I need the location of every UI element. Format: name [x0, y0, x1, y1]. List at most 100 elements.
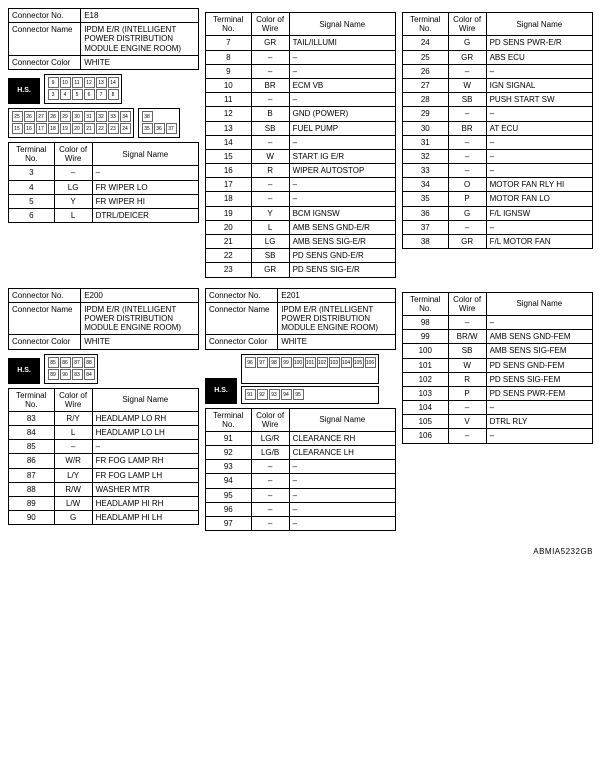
cell: 89: [9, 497, 55, 511]
cell: F/L IGNSW: [486, 206, 592, 220]
page: Connector No.E18 Connector NameIPDM E/R …: [8, 8, 593, 556]
table-row: 21LGAMB SENS SIG-E/R: [206, 235, 396, 249]
cell: W/R: [54, 454, 92, 468]
cell: R/Y: [54, 411, 92, 425]
cell: 20: [206, 220, 252, 234]
table-row: 6LDTRL/DEICER: [9, 208, 199, 222]
col-header: Terminal No.: [206, 13, 252, 36]
pin: 94: [281, 389, 292, 400]
pin: 16: [24, 123, 35, 134]
cell: –: [486, 429, 592, 443]
table-row: 13SBFUEL PUMP: [206, 121, 396, 135]
cell: BR: [448, 121, 486, 135]
cell: –: [448, 401, 486, 415]
e18-no: E18: [81, 9, 199, 23]
pin: [341, 369, 352, 380]
cell: 25: [403, 50, 449, 64]
pin: 25: [12, 111, 23, 122]
cell: G: [54, 511, 92, 525]
col-header: Signal Name: [486, 13, 592, 36]
cell: O: [448, 178, 486, 192]
cell: –: [448, 220, 486, 234]
cell: 92: [206, 446, 252, 460]
e18-block: Connector No.E18 Connector NameIPDM E/R …: [8, 8, 593, 278]
cell: LG/R: [251, 431, 289, 445]
cell: 105: [403, 415, 449, 429]
cell: 35: [403, 192, 449, 206]
cell: –: [251, 93, 289, 107]
table-row: 30BRAT ECU: [403, 121, 593, 135]
e201-pins-top: 96979899100101102103104105106: [241, 354, 379, 384]
cell: DTRL RLY: [486, 415, 592, 429]
table-row: 95––: [206, 488, 396, 502]
cell: 103: [403, 386, 449, 400]
table-row: 94––: [206, 474, 396, 488]
cell: PD SENS SIG-E/R: [289, 263, 395, 277]
cell: 31: [403, 135, 449, 149]
pin: [166, 111, 177, 122]
cell: 12: [206, 107, 252, 121]
cell: 100: [403, 344, 449, 358]
cell: W: [251, 149, 289, 163]
table-row: 106––: [403, 429, 593, 443]
cell: 26: [403, 64, 449, 78]
e200-color: WHITE: [81, 335, 199, 349]
e201-right-col: Terminal No.Color of WireSignal Name98––…: [402, 288, 593, 532]
table-row: 20LAMB SENS GND-E/R: [206, 220, 396, 234]
hs-icon: H.S.: [8, 78, 40, 104]
col-header: Terminal No.: [403, 292, 449, 315]
pin: 103: [329, 357, 340, 368]
pin: 15: [12, 123, 23, 134]
table-row: 18––: [206, 192, 396, 206]
cell: –: [92, 166, 198, 180]
e18-table-3: Terminal No.Color of WireSignal Name24GP…: [402, 12, 593, 249]
pin: 35: [142, 123, 153, 134]
table-row: 29––: [403, 107, 593, 121]
e18-pins-center: 2526272829303132333415161718192021222324: [8, 108, 134, 138]
pin: 87: [72, 357, 83, 368]
table-row: 27WIGN SIGNAL: [403, 78, 593, 92]
table-row: 101WPD SENS GND-FEM: [403, 358, 593, 372]
cell: –: [54, 166, 92, 180]
e201-no: E201: [278, 288, 396, 302]
pin: 24: [120, 123, 131, 134]
cell: 8: [206, 50, 252, 64]
pin: [365, 369, 376, 380]
cell: 30: [403, 121, 449, 135]
col-header: Terminal No.: [206, 408, 252, 431]
cell: 86: [9, 454, 55, 468]
cell: BR: [251, 78, 289, 92]
cell: 14: [206, 135, 252, 149]
table-row: 90GHEADLAMP HI LH: [9, 511, 199, 525]
cell: SB: [448, 344, 486, 358]
cell: 27: [403, 78, 449, 92]
pin: [281, 369, 292, 380]
pin: 104: [341, 357, 352, 368]
cell: –: [289, 192, 395, 206]
cell: HEADLAMP LO LH: [92, 426, 198, 440]
label-connector-color: Connector Color: [9, 335, 81, 349]
cell: CLEARANCE LH: [289, 446, 395, 460]
table-row: 103PPD SENS PWR-FEM: [403, 386, 593, 400]
cell: PUSH START SW: [486, 93, 592, 107]
table-row: 9––: [206, 64, 396, 78]
table-row: 99BR/WAMB SENS GND-FEM: [403, 330, 593, 344]
cell: B: [251, 107, 289, 121]
table-row: 85––: [9, 440, 199, 454]
table-row: 24GPD SENS PWR-E/R: [403, 36, 593, 50]
cell: 5: [9, 194, 55, 208]
cell: 24: [403, 36, 449, 50]
pin: [154, 111, 165, 122]
cell: SB: [251, 121, 289, 135]
cell: AMB SENS GND-FEM: [486, 330, 592, 344]
cell: FR FOG LAMP LH: [92, 468, 198, 482]
col-header: Terminal No.: [403, 13, 449, 36]
cell: P: [448, 192, 486, 206]
cell: Y: [54, 194, 92, 208]
pin: 98: [269, 357, 280, 368]
pin: 14: [108, 77, 119, 88]
table-row: 22SBPD SENS GND-E/R: [206, 249, 396, 263]
cell: 85: [9, 440, 55, 454]
cell: L: [54, 426, 92, 440]
cell: –: [289, 50, 395, 64]
